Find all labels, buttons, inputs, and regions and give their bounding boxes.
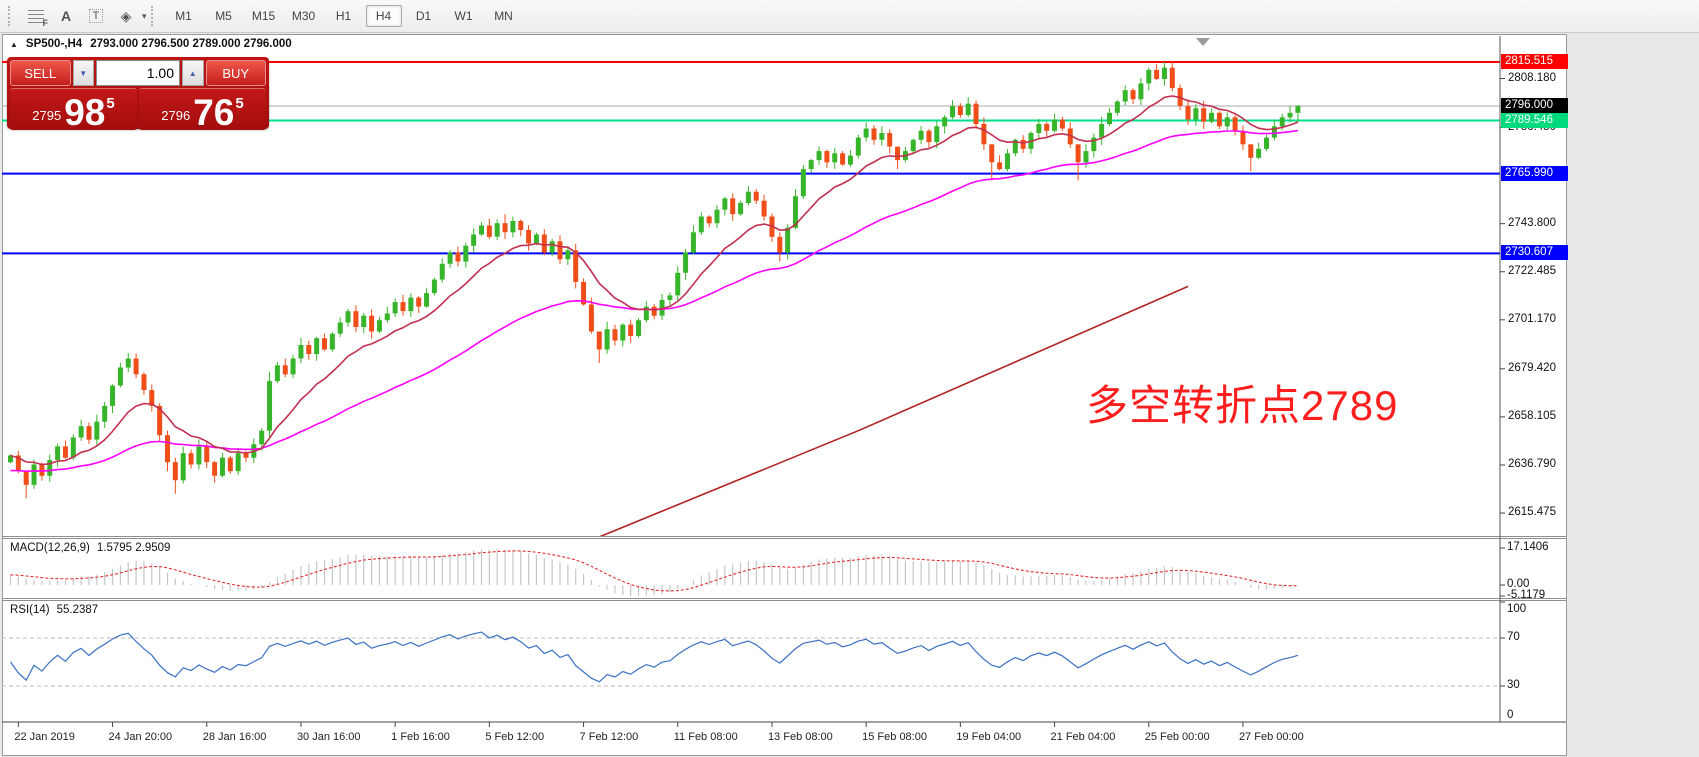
timeframe-m5[interactable]: M5 (215, 9, 232, 23)
volume-decrease-button[interactable]: ▼ (72, 60, 94, 86)
timeframe-m30[interactable]: M30 (291, 9, 316, 23)
chart-symbol: SP500-,H4 (25, 38, 83, 50)
sell-button[interactable]: SELL (10, 60, 71, 86)
chart-ohlc-values: 2793.000 2796.500 2789.000 2796.000 (90, 38, 292, 50)
timeframe-mn[interactable]: MN (494, 9, 513, 23)
label-box-glyph: T (88, 9, 104, 23)
chevron-down-icon[interactable]: ▾ (142, 10, 147, 21)
timeframe-group: M1 M5 M15 M30 H1 H4 D1 W1 MN (164, 5, 524, 27)
chart-shift-marker[interactable] (1196, 38, 1210, 46)
buy-price-prefix: 2796 (161, 108, 191, 123)
timeframe-m1[interactable]: M1 (175, 9, 192, 23)
fibonacci-lines-glyph: F (28, 9, 48, 28)
buy-price-sup: 5 (235, 95, 244, 112)
sell-price-tile[interactable]: 2795 98 5 (10, 88, 137, 133)
buy-price-big: 76 (193, 91, 235, 133)
timeframe-h1[interactable]: H1 (335, 9, 352, 23)
rsi-label: RSI(14) 55.2387 (10, 604, 99, 616)
timeframe-d1[interactable]: D1 (415, 9, 432, 23)
buy-price-tile[interactable]: 2796 76 5 (139, 88, 266, 133)
text-annotation-icon[interactable]: A (60, 8, 72, 24)
timeframe-w1[interactable]: W1 (454, 9, 473, 23)
timeframe-m15[interactable]: M15 (251, 9, 276, 23)
chart-title: ▲ SP500-,H4 2793.000 2796.500 2789.000 2… (10, 38, 292, 50)
price-pane-layer (2, 61, 1500, 536)
annotation-text[interactable]: 多空转折点2789 (1086, 382, 1399, 429)
symbol-collapse-icon: ▲ (10, 39, 18, 49)
toolbar-grip (8, 6, 13, 26)
text-label-icon[interactable]: T (83, 4, 109, 28)
volume-input[interactable] (96, 60, 180, 86)
chart-window[interactable] (2, 34, 1567, 756)
app-toolbar: F A T ◈ ▾ M1 M5 M15 M30 H1 H4 D1 W1 MN (0, 0, 1699, 33)
fibonacci-retracement-icon[interactable]: F (23, 4, 49, 28)
frame-layer (2, 36, 1566, 727)
sell-price-big: 98 (64, 91, 106, 133)
sell-price-sup: 5 (106, 95, 115, 112)
volume-increase-button[interactable]: ▲ (182, 60, 204, 86)
macd-label: MACD(12,26,9) 1.5795 2.9509 (10, 542, 171, 554)
buy-button[interactable]: BUY (205, 60, 266, 86)
macd-layer (9, 549, 1299, 596)
arrows-tool-icon[interactable]: ◈ (120, 7, 132, 24)
rsi-layer (2, 631, 1500, 687)
timeframe-h4[interactable]: H4 (365, 5, 402, 27)
sell-price-prefix: 2795 (32, 108, 62, 123)
one-click-trading-panel: SELL ▼ ▲ BUY 2795 98 5 2796 76 5 (7, 57, 269, 133)
toolbar-grip-2 (150, 6, 156, 26)
